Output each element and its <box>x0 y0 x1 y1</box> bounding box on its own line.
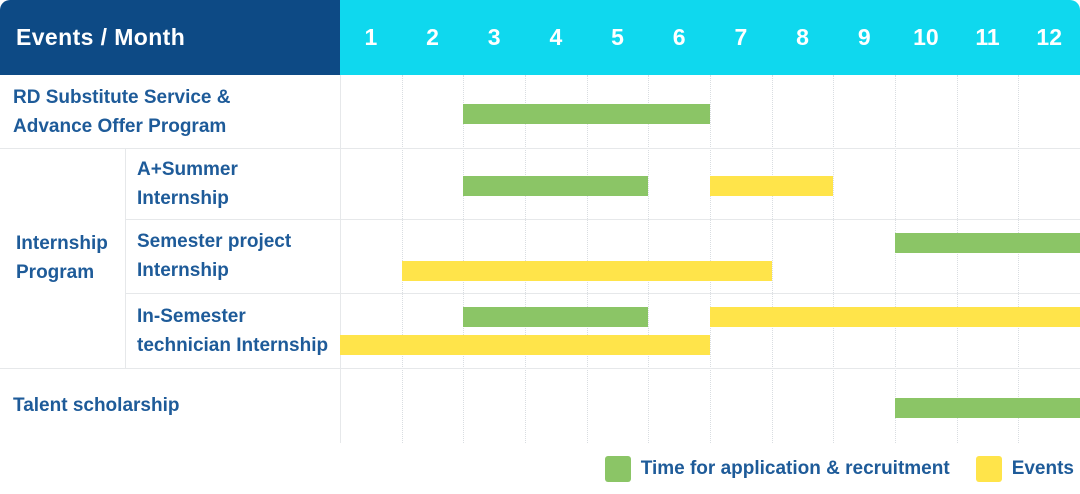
legend-item-label: Events <box>1011 457 1074 479</box>
month-header-8: 8 <box>796 24 809 50</box>
row-label-line: A+Summer <box>137 158 238 180</box>
group-label: Internship Program <box>0 148 125 368</box>
row-divider <box>0 148 1080 149</box>
application-bar <box>895 398 1080 418</box>
month-header-5: 5 <box>611 24 624 50</box>
month-gridline <box>895 75 896 443</box>
events-bar <box>710 176 834 196</box>
month-header-1: 1 <box>364 24 378 50</box>
group-label-line: Program <box>16 262 95 283</box>
legend-item-events: Events <box>975 455 1074 482</box>
events-bar <box>710 307 1080 327</box>
row-label-line: RD Substitute Service & <box>13 86 231 108</box>
row-label-line: Internship <box>137 187 229 209</box>
row-divider <box>0 368 1080 369</box>
application-swatch <box>604 455 631 482</box>
row-label: A+Summer Internship <box>125 148 340 219</box>
row-divider <box>125 219 1080 220</box>
labels-chart-separator <box>340 75 341 443</box>
application-bar <box>463 307 649 327</box>
table-header-row: Events / Month 1 2 3 4 5 6 7 8 9 10 11 12 <box>0 0 1080 75</box>
month-header-2: 2 <box>426 24 439 50</box>
legend: Time for application & recruitment Events <box>0 443 1080 494</box>
month-gridline <box>833 75 835 443</box>
application-bar <box>463 104 710 124</box>
row-label-line: In-Semester <box>137 305 246 327</box>
events-bar <box>401 261 772 281</box>
row-label-line: technician Internship <box>137 334 329 356</box>
month-gridline <box>525 75 526 443</box>
group-subcolumn-separator <box>125 148 126 368</box>
row-label-line: Talent scholarship <box>13 395 180 416</box>
month-gridline <box>956 75 958 443</box>
month-gridline <box>771 75 773 443</box>
schedule-table: Events / Month 1 2 3 4 5 6 7 8 9 10 11 12 RD Substi… <box>0 0 1080 443</box>
group-label-line: Internship <box>16 233 108 254</box>
events-month-header-cell: Events / Month <box>0 0 340 75</box>
month-header-cells: 1 2 3 4 5 6 7 8 9 10 11 12 <box>340 0 1080 75</box>
row-label: Talent scholarship <box>0 368 340 443</box>
events-bar <box>340 335 710 355</box>
legend-item-label: Time for application & recruitment <box>640 457 950 479</box>
application-bar <box>895 233 1080 253</box>
row-label-line: Advance Offer Program <box>13 115 227 137</box>
table-body: RD Substitute Service & Advance Offer Pro… <box>0 75 1080 443</box>
month-header-6: 6 <box>672 24 686 50</box>
month-header-10: 10 <box>913 24 939 50</box>
month-gridline <box>463 75 465 443</box>
month-header-12: 12 <box>1036 24 1063 50</box>
month-header-4: 4 <box>549 24 563 50</box>
row-label-line: Semester project <box>137 231 292 252</box>
row-label: RD Substitute Service & Advance Offer Pro… <box>0 75 340 148</box>
month-gridline <box>1018 75 1020 443</box>
month-header-3: 3 <box>487 24 501 50</box>
row-label: Semester project Internship <box>125 219 340 293</box>
row-label-line: Internship <box>137 260 229 281</box>
events-swatch <box>975 455 1002 482</box>
month-gridline <box>401 75 403 443</box>
month-header-9: 9 <box>857 24 871 50</box>
month-gridline <box>648 75 650 443</box>
month-gridline <box>586 75 588 443</box>
row-label: In-Semester technician Internship <box>125 293 340 368</box>
legend-item-application: Time for application & recruitment <box>604 455 950 482</box>
month-header-7: 7 <box>734 24 748 50</box>
month-header-11: 11 <box>975 24 1000 50</box>
month-gridline <box>710 75 711 443</box>
row-divider <box>125 293 1080 294</box>
application-bar <box>463 176 649 196</box>
